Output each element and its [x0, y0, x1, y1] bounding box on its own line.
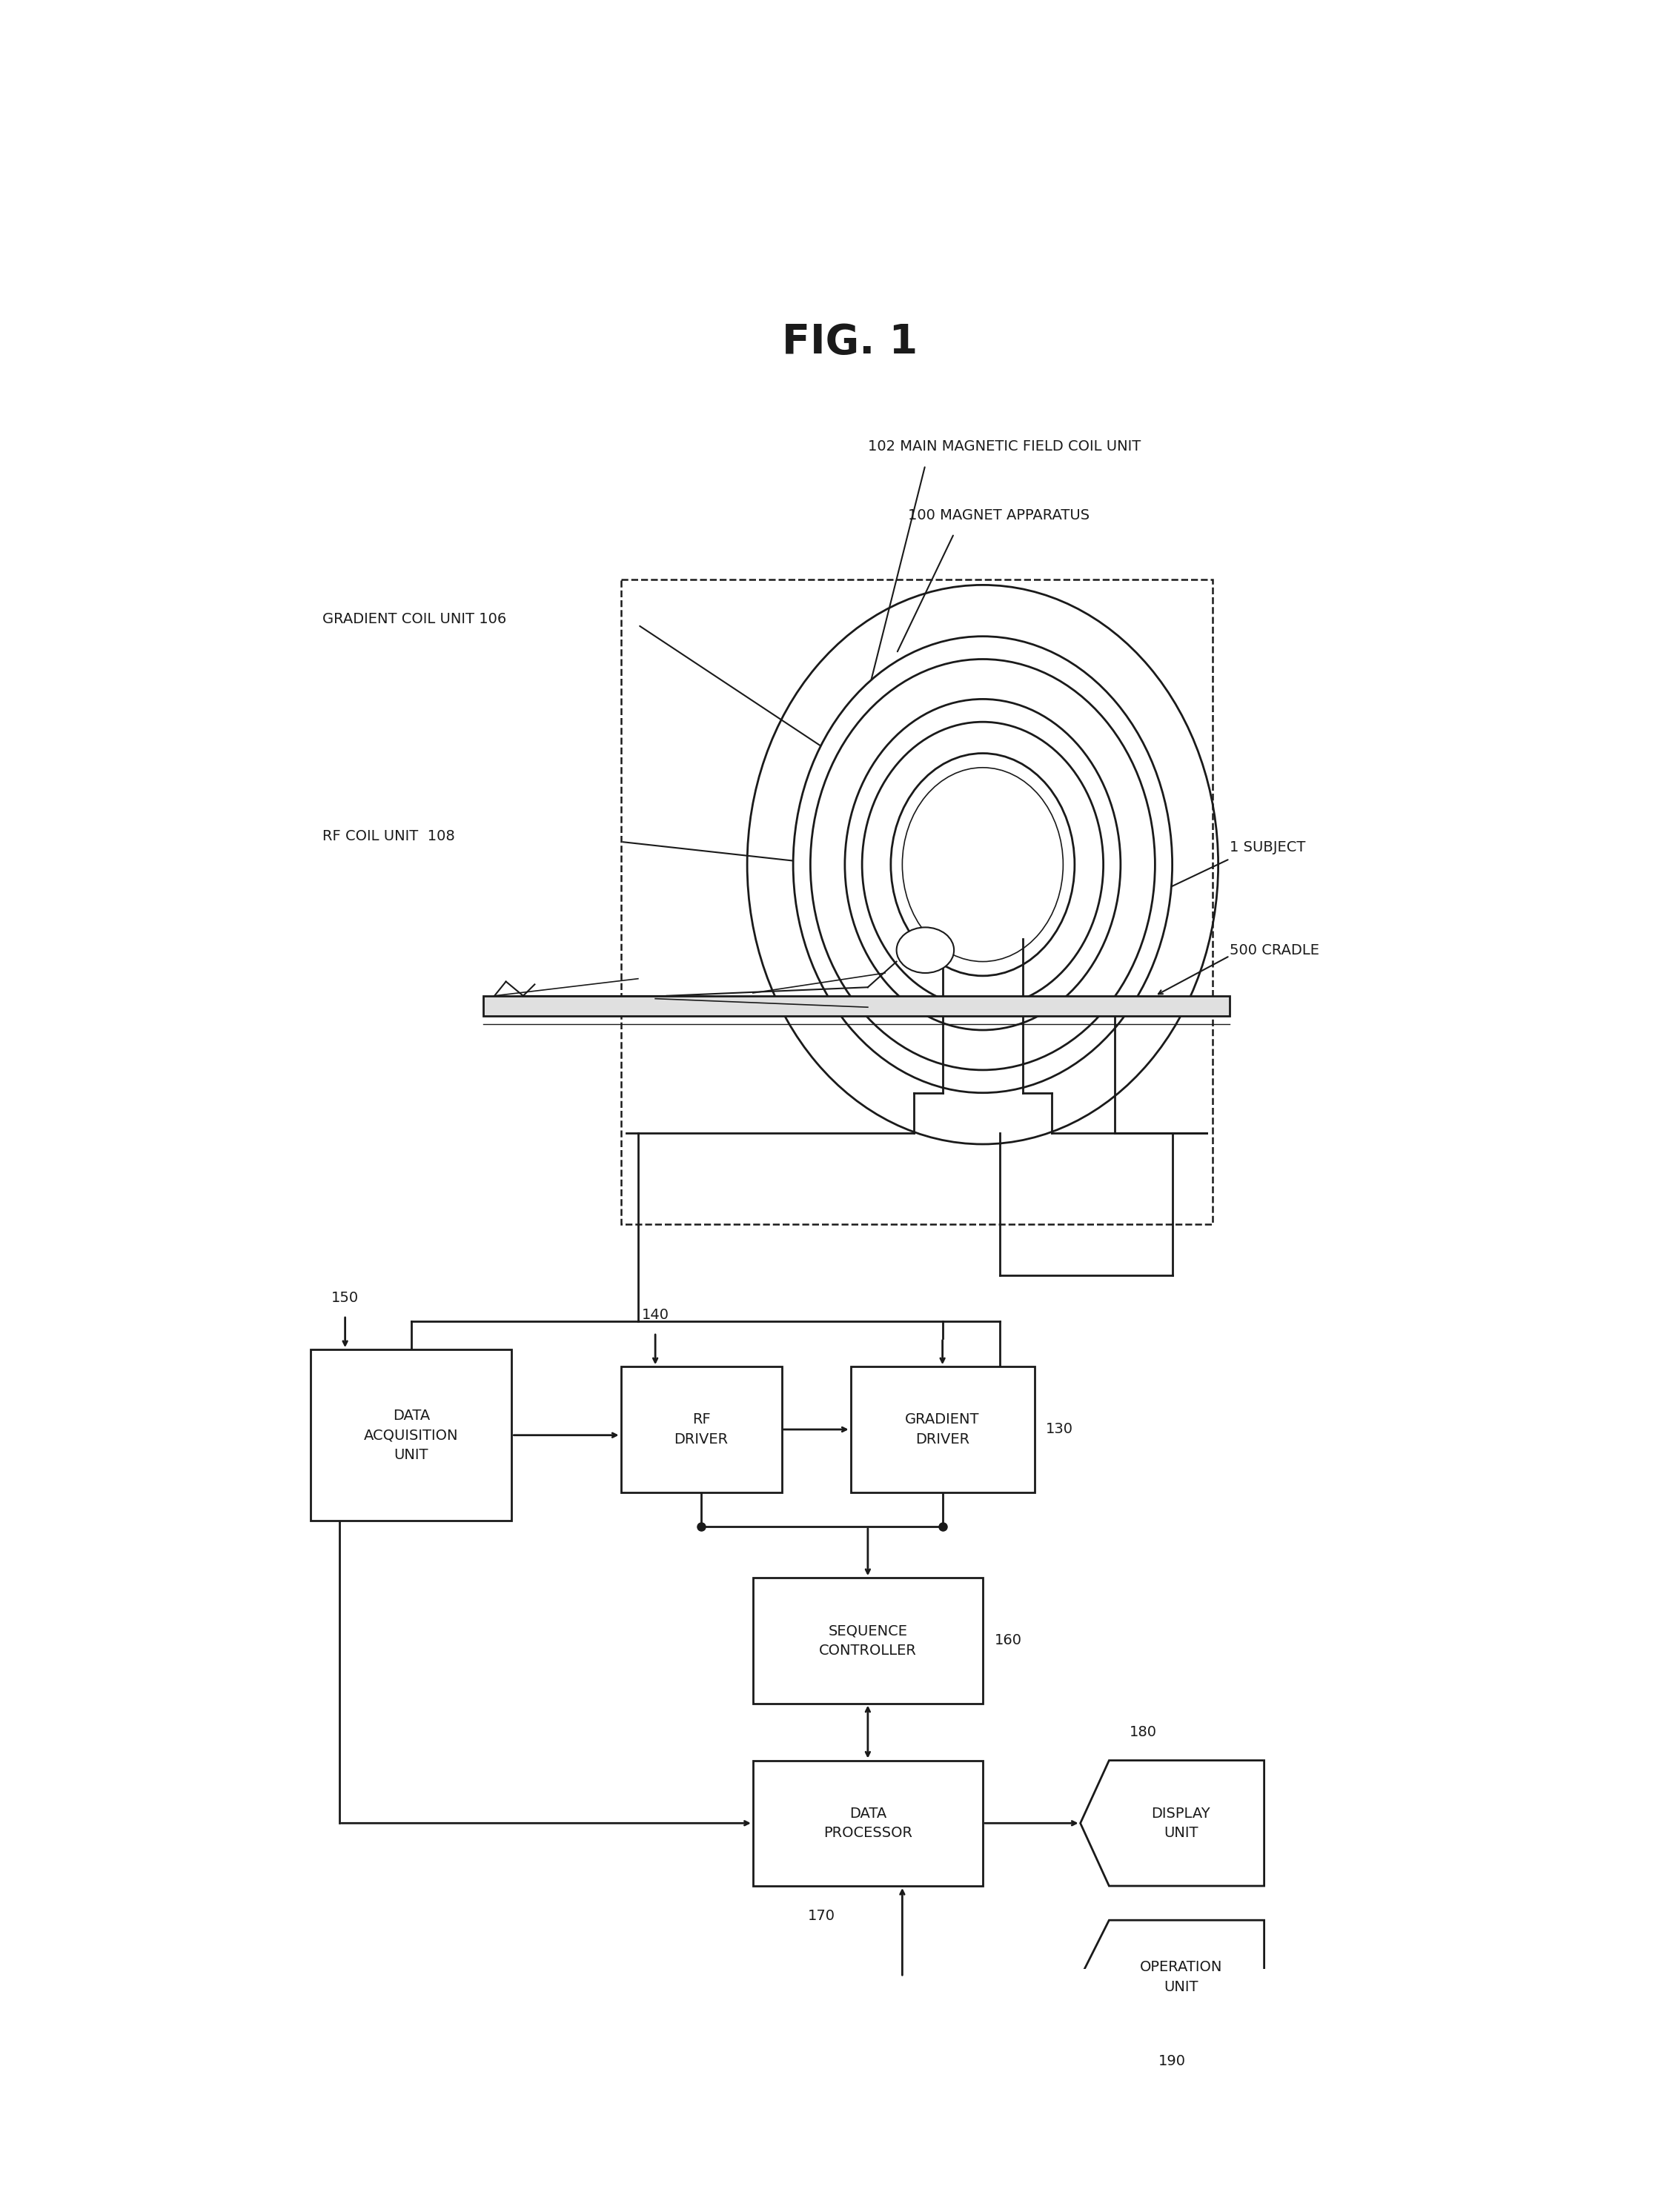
Text: 130: 130: [1046, 1422, 1073, 1436]
Text: DISPLAY
UNIT: DISPLAY UNIT: [1151, 1807, 1210, 1840]
Ellipse shape: [890, 754, 1074, 975]
Bar: [851, 1367, 1035, 1493]
Text: 1 SUBJECT: 1 SUBJECT: [1230, 841, 1305, 854]
Text: FIG. 1: FIG. 1: [783, 323, 917, 363]
Bar: [620, 580, 1212, 1223]
Text: 160: 160: [995, 1632, 1021, 1648]
Ellipse shape: [897, 927, 953, 973]
Bar: [620, 1367, 781, 1493]
Ellipse shape: [793, 637, 1172, 1093]
Bar: [753, 1761, 983, 1887]
Text: GRADIENT COIL UNIT 106: GRADIENT COIL UNIT 106: [322, 613, 506, 626]
Text: SEQUENCE
CONTROLLER: SEQUENCE CONTROLLER: [819, 1624, 917, 1657]
Bar: [753, 1577, 983, 1703]
Text: 170: 170: [807, 1909, 836, 1922]
Ellipse shape: [846, 699, 1121, 1031]
Bar: [482, 995, 1230, 1015]
Polygon shape: [1081, 1920, 1263, 2035]
Polygon shape: [1081, 1761, 1263, 1887]
Text: RF
DRIVER: RF DRIVER: [675, 1413, 728, 1447]
Text: GRADIENT
DRIVER: GRADIENT DRIVER: [905, 1413, 980, 1447]
Text: 500 CRADLE: 500 CRADLE: [1230, 942, 1320, 958]
Text: 102 MAIN MAGNETIC FIELD COIL UNIT: 102 MAIN MAGNETIC FIELD COIL UNIT: [867, 440, 1141, 453]
Text: RF COIL UNIT  108: RF COIL UNIT 108: [322, 830, 454, 843]
Text: DATA
ACQUISITION
UNIT: DATA ACQUISITION UNIT: [363, 1409, 458, 1462]
Bar: [310, 1349, 512, 1522]
Text: DATA
PROCESSOR: DATA PROCESSOR: [824, 1807, 912, 1840]
Text: 100 MAGNET APPARATUS: 100 MAGNET APPARATUS: [909, 509, 1089, 522]
Text: 150: 150: [332, 1292, 358, 1305]
Text: 140: 140: [642, 1307, 668, 1323]
Text: 190: 190: [1159, 2055, 1185, 2068]
Text: 180: 180: [1129, 1725, 1157, 1739]
Text: OPERATION
UNIT: OPERATION UNIT: [1139, 1960, 1222, 1993]
